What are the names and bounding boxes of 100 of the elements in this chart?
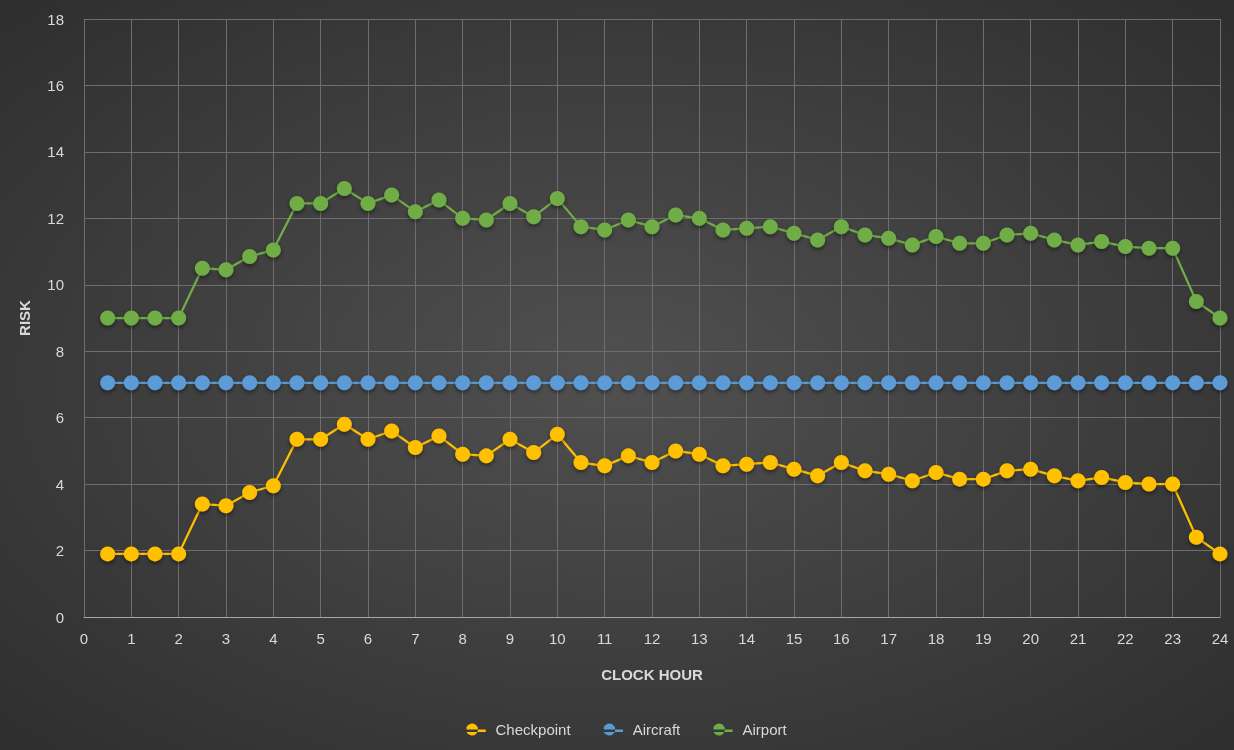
point [1070,473,1086,489]
point [1094,469,1110,485]
y-tick-label: 4 [55,475,64,493]
x-tick-label: 2 [174,630,183,647]
point [928,464,944,480]
point [1165,476,1181,492]
point [1117,375,1133,391]
point [455,446,471,462]
y-tick-label: 8 [55,342,64,360]
point [147,546,163,562]
legend-label: Aircraft [632,721,682,738]
x-tick-label: 11 [596,630,613,647]
point [620,375,636,391]
point [999,463,1015,479]
point [928,229,944,245]
point [644,375,660,391]
point [502,375,518,391]
point [810,468,826,484]
point [455,210,471,226]
point [171,310,187,326]
point [739,456,755,472]
x-tick-label: 4 [269,630,278,647]
point [833,455,849,471]
x-tick-label: 18 [927,630,945,647]
point [147,310,163,326]
point [857,227,873,243]
point [478,212,494,228]
point [478,448,494,464]
x-tick-label: 16 [832,630,850,647]
point [526,445,542,461]
point [1117,239,1133,255]
point [1141,476,1157,492]
point [1046,468,1062,484]
x-tick-label: 24 [1211,630,1229,647]
y-tick-label: 2 [55,542,64,560]
point [881,230,897,246]
point [1212,310,1228,326]
point [881,466,897,482]
point [100,310,116,326]
x-tick-label: 15 [785,630,803,647]
point [431,192,447,208]
point [975,375,991,391]
point [857,463,873,479]
point [455,375,471,391]
point [123,375,139,391]
point [833,375,849,391]
point [1188,375,1204,391]
point [100,546,116,562]
point [502,195,518,211]
point [668,207,684,223]
point [1188,529,1204,545]
point [1046,232,1062,248]
x-tick-label: 22 [1116,630,1134,647]
point [1141,240,1157,256]
point [762,219,778,235]
point [218,262,234,278]
point [881,375,897,391]
point [526,375,542,391]
point [1212,546,1228,562]
y-tick-label: 0 [55,608,64,626]
x-tick-label: 7 [411,630,420,647]
point [526,209,542,225]
point [194,496,210,512]
point [194,375,210,391]
point [194,260,210,276]
x-tick-label: 10 [548,630,566,647]
point [407,375,423,391]
x-tick-label: 13 [690,630,708,647]
point [549,190,565,206]
point [1188,293,1204,309]
point [265,375,281,391]
point [1141,375,1157,391]
point [242,484,258,500]
point [336,375,352,391]
point [407,440,423,456]
point [786,461,802,477]
point [762,455,778,471]
point [573,375,589,391]
x-tick-label: 8 [458,630,467,647]
point [384,375,400,391]
legend-label: Checkpoint [495,721,572,738]
x-tick-label: 9 [505,630,515,647]
point [904,473,920,489]
point [975,235,991,251]
x-tick-label: 21 [1069,630,1087,647]
point [313,431,329,447]
point [999,227,1015,243]
point [620,212,636,228]
point [668,375,684,391]
point [620,448,636,464]
point [336,416,352,432]
point [1070,237,1086,253]
y-tick-label: 18 [47,10,64,28]
point [289,375,305,391]
point [100,375,116,391]
point [833,219,849,235]
y-tick-label: 12 [47,209,64,227]
point [265,478,281,494]
y-tick-label: 16 [47,76,64,94]
y-tick-label: 10 [47,276,64,294]
